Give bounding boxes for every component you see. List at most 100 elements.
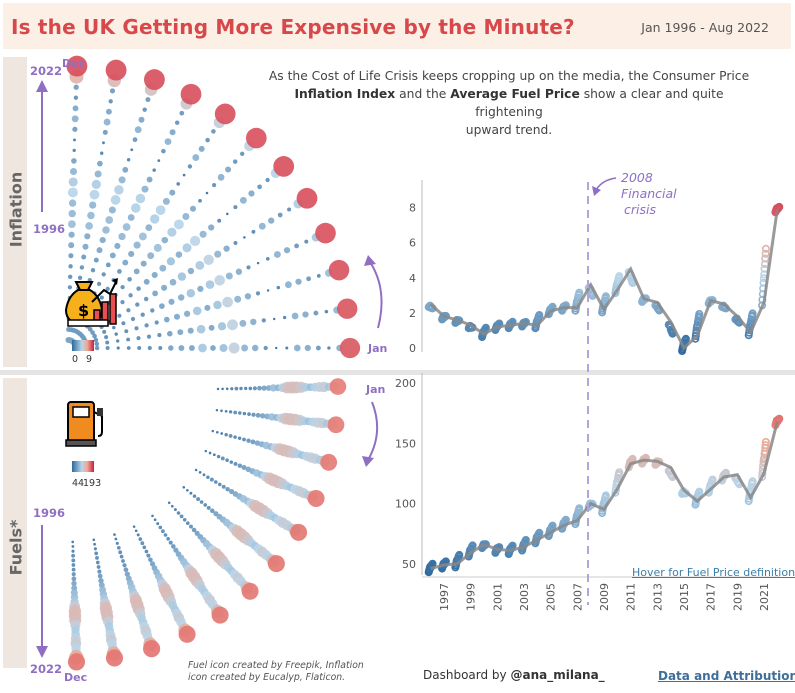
radial-point[interactable] [315, 222, 336, 244]
radial-point[interactable] [273, 317, 276, 321]
radial-point[interactable] [68, 220, 76, 229]
radial-point[interactable] [328, 259, 350, 281]
month-point[interactable] [455, 550, 464, 559]
radial-point[interactable] [186, 488, 189, 492]
month-point[interactable] [468, 541, 477, 550]
radial-point[interactable] [247, 412, 251, 416]
radial-point[interactable] [188, 345, 195, 351]
radial-point[interactable] [252, 386, 257, 391]
radial-point[interactable] [205, 137, 210, 143]
radial-point[interactable] [213, 480, 218, 484]
radial-point[interactable] [114, 185, 124, 195]
radial-point[interactable] [67, 187, 78, 198]
radial-point[interactable] [138, 537, 143, 541]
radial-point[interactable] [228, 410, 233, 414]
radial-point[interactable] [219, 343, 228, 353]
radial-point[interactable] [192, 306, 202, 316]
radial-point[interactable] [198, 198, 202, 203]
radial-point[interactable] [263, 345, 268, 351]
radial-point[interactable] [122, 259, 129, 266]
radial-point[interactable] [254, 440, 261, 446]
radial-point[interactable] [93, 337, 99, 343]
radial-point[interactable] [230, 387, 234, 391]
radial-point[interactable] [168, 540, 173, 545]
radial-point[interactable] [290, 523, 308, 541]
radial-point[interactable] [327, 346, 331, 350]
radial-point[interactable] [295, 278, 302, 285]
radial-point[interactable] [105, 59, 127, 81]
radial-point[interactable] [195, 260, 205, 270]
radial-point[interactable] [242, 437, 246, 442]
radial-point[interactable] [208, 224, 215, 231]
radial-point[interactable] [306, 276, 312, 282]
radial-point[interactable] [265, 256, 270, 261]
radial-point[interactable] [212, 183, 217, 188]
radial-point[interactable] [121, 321, 126, 326]
radial-point[interactable] [287, 207, 292, 212]
radial-point[interactable] [118, 176, 126, 184]
radial-point[interactable] [161, 148, 166, 154]
radial-point[interactable] [257, 385, 262, 391]
radial-point[interactable] [232, 159, 238, 164]
radial-point[interactable] [243, 236, 246, 239]
radial-point[interactable] [214, 275, 225, 286]
radial-point[interactable] [225, 486, 230, 492]
radial-point[interactable] [178, 625, 196, 643]
radial-point[interactable] [163, 316, 170, 323]
radial-point[interactable] [68, 177, 78, 187]
radial-point[interactable] [178, 345, 185, 351]
radial-point[interactable] [182, 173, 186, 177]
radial-point[interactable] [240, 151, 245, 156]
radial-point[interactable] [316, 274, 321, 278]
radial-point[interactable] [92, 333, 97, 339]
radial-point[interactable] [208, 324, 215, 331]
radial-point[interactable] [238, 411, 242, 415]
radial-point[interactable] [161, 284, 168, 291]
radial-point[interactable] [69, 167, 78, 176]
radial-point[interactable] [144, 323, 149, 328]
radial-point[interactable] [118, 232, 126, 241]
fuel-radial-chart[interactable] [67, 378, 347, 671]
radial-point[interactable] [158, 346, 163, 350]
radial-point[interactable] [126, 346, 131, 350]
radial-point[interactable] [133, 241, 141, 249]
radial-point[interactable] [187, 164, 193, 169]
radial-point[interactable] [103, 118, 111, 126]
radial-point[interactable] [151, 514, 154, 518]
radial-point[interactable] [151, 271, 158, 279]
radial-point[interactable] [291, 312, 299, 320]
month-point[interactable] [695, 487, 704, 496]
radial-point[interactable] [261, 318, 266, 323]
radial-point[interactable] [72, 148, 76, 153]
radial-point[interactable] [92, 538, 96, 542]
radial-point[interactable] [182, 518, 187, 522]
radial-point[interactable] [141, 185, 149, 193]
radial-point[interactable] [224, 409, 228, 413]
radial-point[interactable] [285, 281, 292, 289]
radial-point[interactable] [216, 387, 220, 391]
radial-point[interactable] [138, 116, 145, 123]
radial-point[interactable] [140, 312, 145, 317]
radial-point[interactable] [87, 326, 93, 332]
radial-point[interactable] [91, 179, 101, 190]
month-point[interactable] [761, 244, 770, 253]
radial-point[interactable] [105, 262, 111, 268]
radial-point[interactable] [121, 559, 125, 563]
radial-point[interactable] [228, 342, 240, 354]
radial-point[interactable] [71, 563, 76, 567]
radial-point[interactable] [134, 326, 139, 331]
radial-point[interactable] [130, 316, 136, 322]
radial-point[interactable] [158, 525, 163, 530]
radial-point[interactable] [159, 264, 167, 272]
radial-point[interactable] [169, 189, 176, 196]
radial-point[interactable] [130, 148, 134, 152]
radial-point[interactable] [114, 242, 121, 250]
radial-point[interactable] [211, 429, 215, 433]
radial-point[interactable] [96, 247, 103, 254]
radial-point[interactable] [94, 345, 100, 351]
radial-point[interactable] [145, 97, 151, 103]
radial-point[interactable] [283, 247, 291, 254]
month-point[interactable] [681, 334, 690, 343]
radial-point[interactable] [117, 313, 122, 318]
month-point[interactable] [575, 504, 584, 513]
